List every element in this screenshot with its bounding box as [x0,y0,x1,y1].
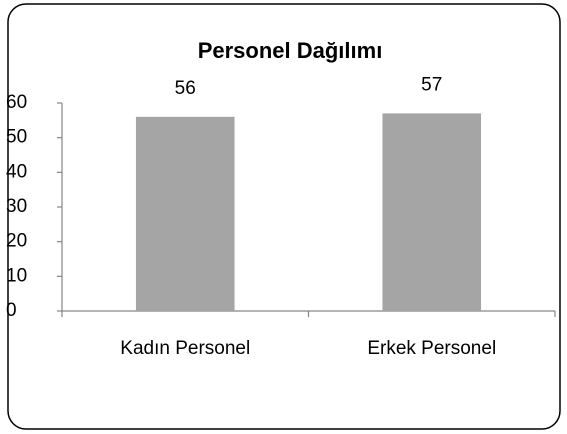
x-tick-label: Erkek Personel [367,338,496,359]
y-tick-label: 10 [6,265,27,286]
bar [135,116,235,311]
y-tick-label: 40 [6,161,27,182]
bar [382,113,482,312]
chart-title: Personel Dağılımı [198,38,383,63]
y-tick-label: 60 [6,92,27,113]
data-label: 57 [421,74,442,95]
y-tick-label: 50 [6,127,27,148]
data-label: 56 [175,78,196,99]
x-tick-label: Kadın Personel [120,338,250,359]
chart-frame [7,3,561,430]
y-tick-label: 0 [6,300,17,321]
y-tick-label: 30 [6,196,27,217]
y-tick-label: 20 [6,231,27,252]
